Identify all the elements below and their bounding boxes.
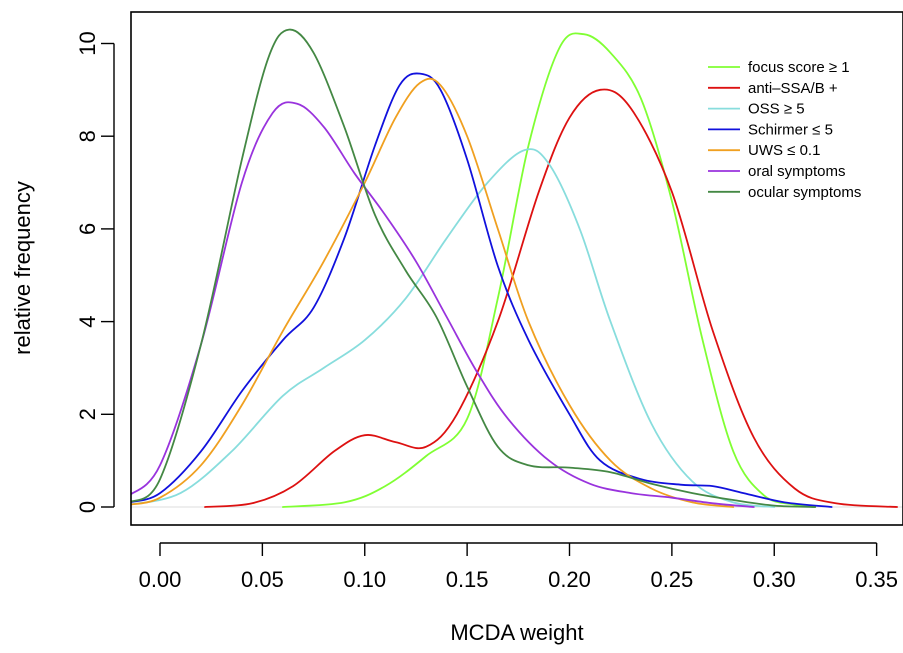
y-tick-label: 6: [75, 223, 100, 235]
legend-label: Schirmer ≤ 5: [748, 121, 833, 138]
x-tick-label: 0.30: [753, 567, 796, 592]
legend-label: anti–SSA/B +: [748, 80, 838, 97]
series-line-2: [204, 88, 898, 508]
x-axis: 0.00 0.05 0.10 0.15 0.20 0.25 0.30 0.35: [139, 542, 898, 592]
x-tick-label: 0.10: [343, 567, 386, 592]
y-axis: 0 2 4 6 8 10: [75, 31, 115, 513]
series-line-7: [131, 28, 817, 508]
x-tick-label: 0.20: [548, 567, 591, 592]
y-tick-label: 10: [75, 31, 100, 55]
series-line-5: [131, 77, 735, 508]
x-tick-label: 0.35: [855, 567, 898, 592]
series-line-4: [131, 72, 833, 508]
series-line-6: [131, 101, 755, 508]
y-tick-label: 2: [75, 408, 100, 420]
x-tick-label: 0.00: [139, 567, 182, 592]
legend-label: oral symptoms: [748, 163, 846, 180]
y-axis-title: relative frequency: [10, 181, 35, 355]
plot-frame: [130, 11, 903, 526]
legend-label: ocular symptoms: [748, 184, 861, 201]
legend-label: UWS ≤ 0.1: [748, 142, 820, 159]
series-line-1: [282, 32, 817, 508]
y-tick-label: 8: [75, 130, 100, 142]
x-tick-label: 0.15: [446, 567, 489, 592]
y-tick-label: 4: [75, 315, 100, 327]
x-tick-label: 0.05: [241, 567, 284, 592]
legend-label: OSS ≥ 5: [748, 101, 805, 118]
legend: focus score ≥ 1 anti–SSA/B + OSS ≥ 5 Schirm…: [708, 59, 861, 201]
x-tick-label: 0.25: [650, 567, 693, 592]
series-line-3: [131, 148, 776, 508]
series-layer: [131, 28, 898, 508]
x-axis-title: MCDA weight: [450, 620, 583, 645]
legend-label: focus score ≥ 1: [748, 59, 850, 76]
y-tick-label: 0: [75, 501, 100, 513]
